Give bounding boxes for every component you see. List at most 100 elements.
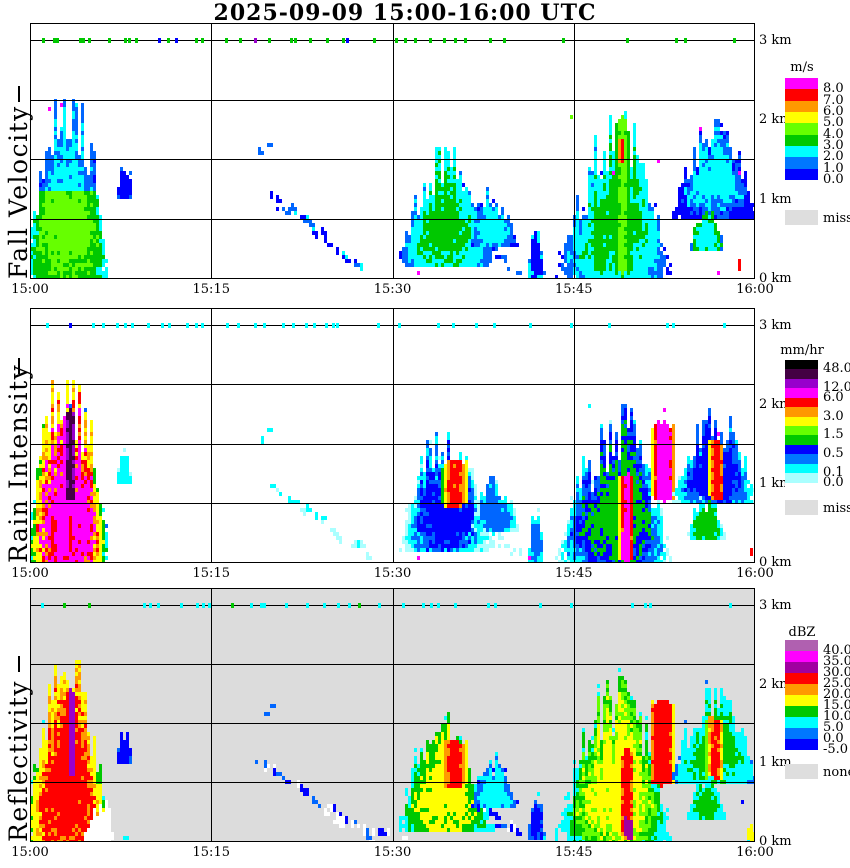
- colorbar-missing-block: [785, 500, 818, 515]
- colorbar-block: [785, 426, 818, 436]
- time-label: 15:30: [373, 282, 412, 297]
- colorbar-block: [785, 89, 818, 101]
- colorbar-block: [785, 100, 818, 112]
- colorbar-label: 0.0: [823, 171, 844, 187]
- colorbar-block: [785, 111, 818, 124]
- colorbar-label: 40.0: [823, 643, 850, 658]
- reflectivity-heatmap: [30, 588, 755, 842]
- rain-intensity-heatmap: [30, 308, 755, 563]
- colorbar-label: 3.0: [823, 408, 844, 424]
- height-label: 1 km: [759, 476, 792, 491]
- colorbar-block: [785, 369, 818, 379]
- colorbar-block: [785, 695, 818, 706]
- colorbar-label: 3.0: [823, 137, 844, 153]
- colorbar-missing-block: [785, 764, 818, 779]
- colorbar-missing-label: none: [823, 765, 850, 780]
- fall-velocity-heatmap: [30, 23, 755, 279]
- colorbar-label: 5.0: [823, 720, 844, 735]
- colorbar-missing-label: miss: [823, 211, 850, 226]
- time-label: 16:00: [736, 282, 774, 297]
- colorbar-block: [785, 416, 818, 426]
- page-title: 2025-09-09 15:00-16:00 UTC: [213, 0, 597, 26]
- colorbar-block: [785, 123, 818, 135]
- colorbar-title-m/s: m/s: [790, 60, 814, 75]
- ylabel-rain-intensity: Rain Intensity: [4, 363, 33, 563]
- ylabel-tick: [18, 656, 20, 672]
- height-label: 1 km: [759, 755, 792, 770]
- height-label: 1 km: [759, 192, 792, 207]
- colorbar-label: 6.0: [823, 103, 844, 119]
- height-label: 2 km: [759, 112, 792, 127]
- colorbar-label: 2.0: [823, 149, 844, 165]
- ylabel-reflectivity: Reflectivity: [4, 680, 33, 842]
- colorbar-block: [785, 706, 818, 717]
- time-label: 15:45: [555, 282, 593, 297]
- height-label: 0 km: [759, 834, 792, 849]
- colorbar-label: 5.0: [823, 115, 844, 131]
- colorbar-block: [785, 739, 818, 750]
- colorbar-block: [785, 662, 818, 673]
- colorbar-label: 0.0: [823, 731, 844, 746]
- colorbar-block: [785, 673, 818, 684]
- time-label: 15:45: [555, 566, 593, 581]
- colorbar-block: [785, 168, 818, 180]
- colorbar-block: [785, 134, 818, 146]
- height-label: 3 km: [759, 318, 792, 333]
- time-label: 15:15: [192, 845, 230, 860]
- colorbar-label: 8.0: [823, 81, 844, 97]
- colorbar-label: 35.0: [823, 654, 850, 669]
- colorbar-title-mm/hr: mm/hr: [780, 343, 824, 358]
- colorbar-block: [785, 407, 818, 417]
- colorbar-block: [785, 463, 818, 474]
- time-label: 15:00: [11, 845, 49, 860]
- time-label: 15:00: [11, 566, 49, 581]
- colorbar-block: [785, 397, 818, 408]
- colorbar-block: [785, 684, 818, 695]
- colorbar-block: [785, 145, 818, 158]
- colorbar-block: [785, 717, 818, 728]
- colorbar-block: [785, 728, 818, 739]
- colorbar-label: 0.5: [823, 446, 844, 462]
- colorbar-block: [785, 454, 818, 464]
- colorbar-label: 0.0: [823, 474, 844, 490]
- colorbar-title-dBZ: dBZ: [788, 625, 816, 640]
- time-label: 15:00: [11, 282, 49, 297]
- time-label: 16:00: [736, 566, 774, 581]
- time-label: 15:30: [373, 566, 412, 581]
- ylabel-tick: [18, 358, 20, 374]
- colorbar-label: 10.0: [823, 709, 850, 724]
- colorbar-label: 30.0: [823, 665, 850, 680]
- height-label: 2 km: [759, 677, 792, 692]
- colorbar-missing-block: [785, 210, 818, 225]
- height-label: 0 km: [759, 271, 792, 286]
- height-label: 3 km: [759, 598, 792, 613]
- colorbar-block: [785, 378, 818, 389]
- time-label: 15:15: [192, 566, 230, 581]
- colorbar-block: [785, 651, 818, 662]
- colorbar-block: [785, 360, 818, 370]
- colorbar-label: -5.0: [823, 742, 849, 757]
- height-label: 0 km: [759, 555, 792, 570]
- colorbar-block: [785, 78, 818, 90]
- colorbar-block: [785, 482, 818, 492]
- colorbar-label: 12.0: [823, 380, 850, 396]
- time-label: 15:45: [555, 845, 593, 860]
- colorbar-label: 4.0: [823, 126, 844, 142]
- colorbar-label: 6.0: [823, 389, 844, 405]
- colorbar-block: [785, 444, 818, 455]
- height-label: 2 km: [759, 397, 792, 412]
- colorbar-block: [785, 435, 818, 445]
- height-label: 3 km: [759, 33, 792, 48]
- colorbar-block: [785, 157, 818, 169]
- colorbar-label: 0.1: [823, 465, 844, 481]
- colorbar-missing-label: miss: [823, 501, 850, 516]
- time-label: 16:00: [736, 845, 774, 860]
- ylabel-fall-velocity: Fall Velocity: [4, 105, 33, 279]
- colorbar-block: [785, 640, 818, 651]
- colorbar-label: 20.0: [823, 687, 850, 702]
- colorbar-label: 48.0: [823, 361, 850, 377]
- time-label: 15:30: [373, 845, 412, 860]
- colorbar-label: 1.0: [823, 160, 844, 176]
- time-label: 15:15: [192, 282, 230, 297]
